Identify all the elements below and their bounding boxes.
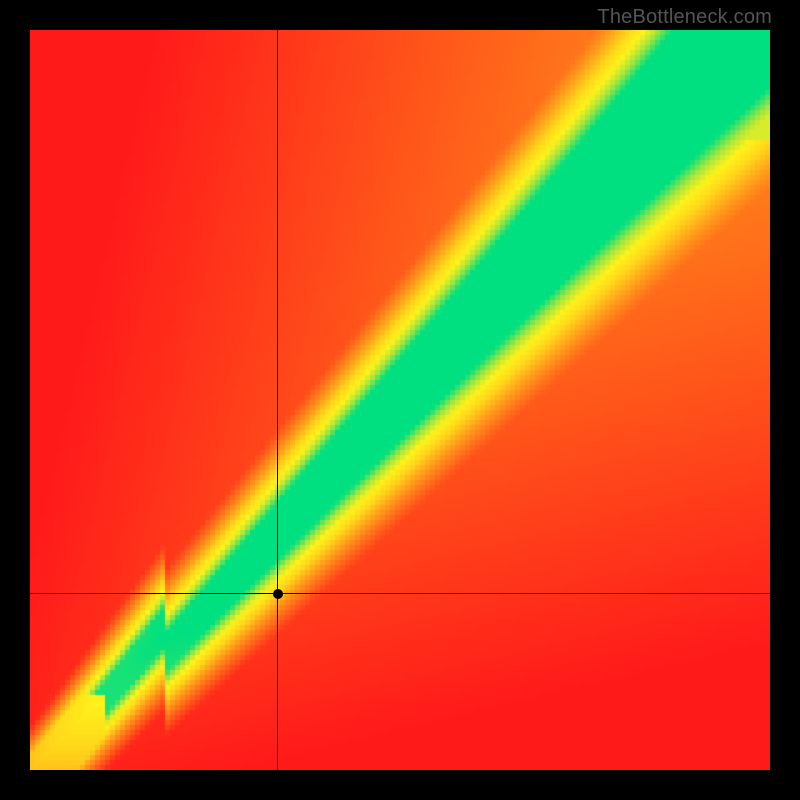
bottleneck-heatmap [30, 30, 770, 770]
crosshair-marker [273, 589, 283, 599]
watermark-text: TheBottleneck.com [597, 6, 772, 29]
crosshair-horizontal [30, 593, 770, 594]
crosshair-vertical [277, 30, 278, 770]
chart-root: { "watermark": { "text": "TheBottleneck.… [0, 0, 800, 800]
